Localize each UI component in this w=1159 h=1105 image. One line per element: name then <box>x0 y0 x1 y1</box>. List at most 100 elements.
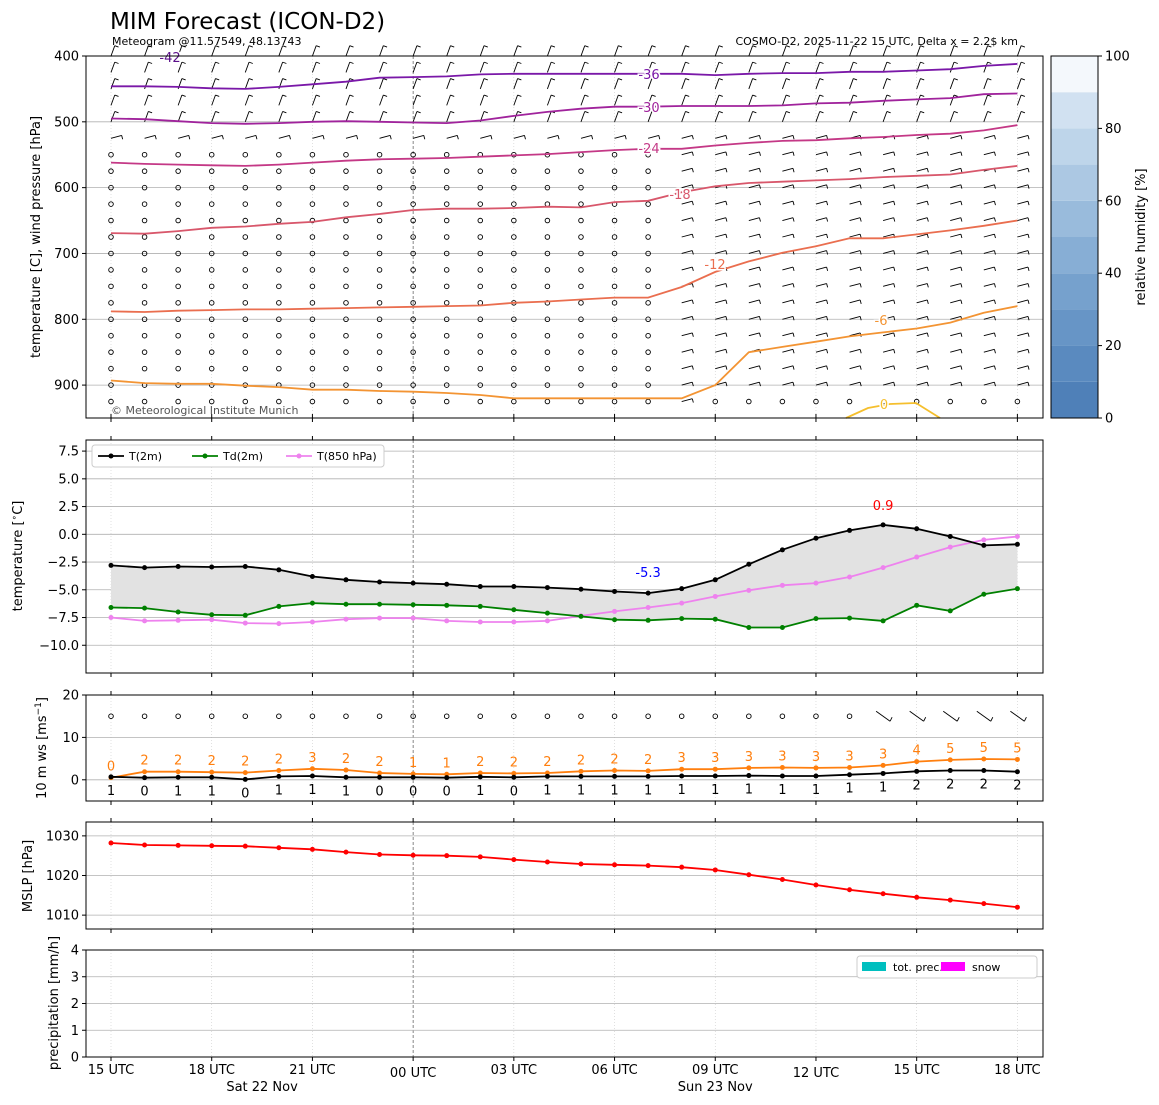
calm-wind-circle <box>108 283 114 290</box>
legend-marker <box>202 453 208 459</box>
mean-wind-data-label: 1 <box>778 783 786 798</box>
calm-wind-circle <box>410 713 416 719</box>
wind-barb-flag <box>383 94 388 97</box>
calm-wind-circle <box>309 184 316 191</box>
wind-barb-flag <box>349 94 354 97</box>
td2m-line-point <box>612 617 618 623</box>
gust-point <box>813 765 819 771</box>
wind-barb-flag <box>953 45 958 48</box>
wind-barb <box>715 233 727 238</box>
calm-wind-circle <box>343 151 349 158</box>
calm-wind-circle <box>443 151 450 158</box>
wind-barb-flag <box>517 45 522 48</box>
calm-wind-circle <box>477 332 484 339</box>
wind-barb <box>345 94 351 106</box>
calm-wind-circle <box>343 283 349 290</box>
wind-barb-flag <box>651 45 656 48</box>
wind-barb-flag <box>517 78 522 81</box>
wind-barb <box>916 45 921 57</box>
t850-line-point <box>108 615 114 621</box>
mean-wind-data-label: 0 <box>375 784 383 799</box>
colorbar-swatch <box>1051 200 1098 237</box>
wind-barb <box>446 134 458 139</box>
wind-barb <box>882 184 894 189</box>
wind-barb <box>177 94 183 106</box>
calm-wind-circle <box>343 713 349 719</box>
wind-barb-flag <box>349 61 354 64</box>
calm-wind-circle <box>611 250 618 257</box>
calm-wind-circle <box>376 250 383 257</box>
wind-barbs-10m <box>108 710 1027 722</box>
wind-barb <box>849 365 861 370</box>
gust-data-label: 3 <box>745 750 753 765</box>
calm-wind-circle <box>309 713 316 719</box>
calm-wind-circle <box>242 398 249 405</box>
calm-wind-circle <box>276 398 282 405</box>
wind-barb <box>311 61 317 73</box>
wind-barb <box>748 299 760 304</box>
wind-barb <box>647 78 653 90</box>
wind-barb <box>647 94 653 106</box>
y-tick-label: 1 <box>71 1024 79 1039</box>
wind-barb-flag <box>450 111 455 114</box>
gust-data-label: 2 <box>510 755 518 770</box>
wind-barb <box>916 348 928 353</box>
calm-wind-circle <box>477 382 484 388</box>
td2m-line-point <box>108 605 114 611</box>
wind-barb-flag <box>483 78 488 81</box>
wind-barb <box>849 151 861 156</box>
wind-barb-flag <box>349 111 354 114</box>
calm-wind-circle <box>611 365 618 372</box>
wind-barb <box>412 61 418 73</box>
calm-wind-circle <box>981 398 987 405</box>
calm-wind-circle <box>208 283 215 290</box>
wind-barb <box>614 61 619 73</box>
wind-barb <box>849 266 861 271</box>
mean-wind-data-label: 1 <box>845 782 853 797</box>
wind-barb <box>580 134 592 139</box>
wind-barb-flag <box>148 45 153 48</box>
wind-barb-flag <box>725 382 728 387</box>
mean-wind-data-label: 1 <box>543 783 551 798</box>
colorbar-tick-label: 80 <box>1105 122 1122 137</box>
wind-barb-flag <box>990 716 994 722</box>
wind-barb-flag <box>792 283 795 288</box>
t850-line-point <box>847 574 853 580</box>
wind-barb <box>949 111 955 122</box>
wind-barb <box>950 365 961 370</box>
calm-wind-circle <box>343 234 349 240</box>
calm-wind-circle <box>511 168 517 174</box>
wind-barb <box>882 217 894 221</box>
mean-wind-point <box>847 772 853 778</box>
y-tick-label: 700 <box>54 247 79 262</box>
wind-barb-flag <box>859 283 862 288</box>
wind-barb <box>1017 167 1029 172</box>
gust-data-label: 2 <box>342 752 350 767</box>
isotherm-label: -30 <box>638 101 659 116</box>
wind-barb-flag <box>1027 234 1030 239</box>
mslp-point <box>511 857 517 863</box>
isotherm-line <box>110 124 1018 167</box>
wind-barb-flag <box>786 61 791 64</box>
wind-barb <box>782 283 794 287</box>
wind-barb-flag <box>994 299 996 304</box>
calm-wind-circle <box>443 316 450 323</box>
mslp-ylabel: MSLP [hPa] <box>21 840 36 912</box>
wind-barb <box>950 134 961 139</box>
calm-wind-circle <box>477 349 484 355</box>
y-tick-label: 1010 <box>46 909 79 924</box>
calm-wind-circle <box>309 332 316 339</box>
calm-wind-circle <box>511 184 517 191</box>
calm-wind-circle <box>242 250 249 257</box>
calm-wind-circle <box>309 250 316 257</box>
isotherm-label: -36 <box>638 68 659 83</box>
wind-barb-flag <box>792 382 795 387</box>
calm-wind-circle <box>108 365 114 372</box>
wind-barb <box>546 78 552 90</box>
wind-barb-flag <box>819 45 824 48</box>
wind-barb-flag <box>383 45 388 48</box>
wind-barb-flag <box>725 332 728 337</box>
calm-wind-circle <box>511 283 517 290</box>
wind-barb <box>715 283 727 287</box>
wind-barb <box>681 45 686 57</box>
